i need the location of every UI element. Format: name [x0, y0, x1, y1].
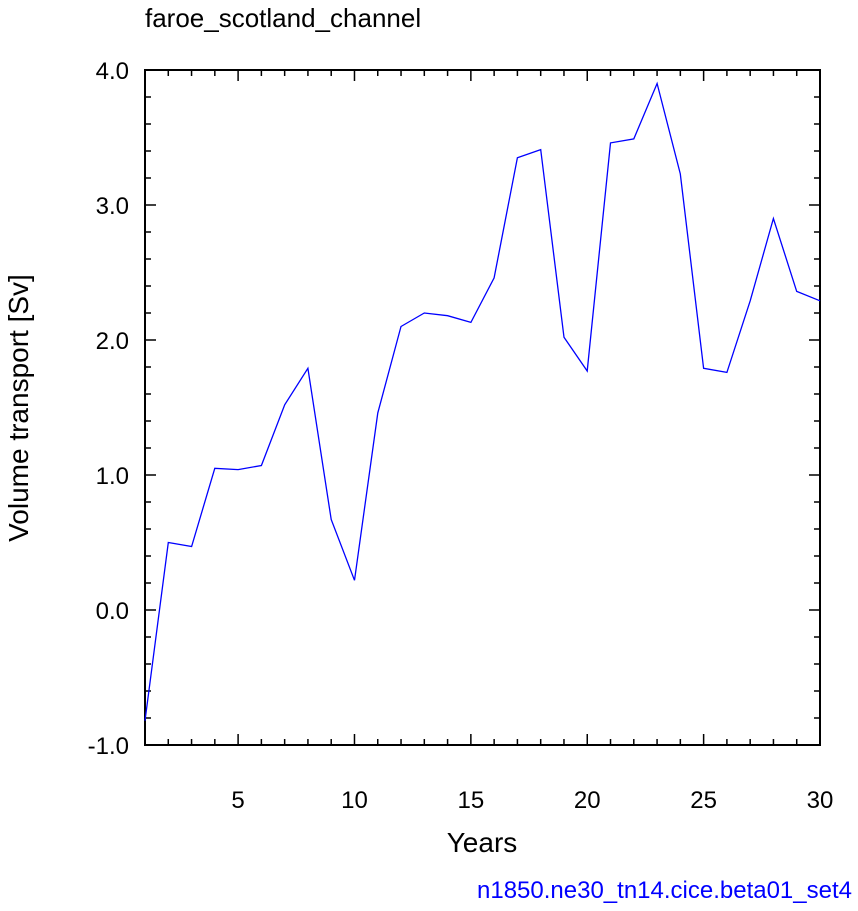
x-tick-label: 5 [231, 787, 244, 814]
y-axis-title: Volume transport [Sv] [3, 274, 34, 542]
x-tick-labels: 5 10 15 20 25 30 [231, 787, 833, 814]
x-tick-label: 30 [807, 787, 834, 814]
tick-marks [144, 69, 821, 746]
x-tick-label: 25 [690, 787, 717, 814]
y-tick-label: -1.0 [88, 733, 129, 760]
run-caption: n1850.ne30_tn14.cice.beta01_set4 [477, 877, 852, 904]
series-layer [144, 81, 821, 721]
x-tick-label: 10 [341, 787, 368, 814]
series-line [144, 81, 821, 721]
chart-title: faroe_scotland_channel [145, 3, 421, 33]
y-tick-label: 1.0 [96, 463, 129, 490]
x-tick-label: 20 [574, 787, 601, 814]
x-tick-label: 15 [458, 787, 485, 814]
y-tick-label: 0.0 [96, 598, 129, 625]
y-tick-label: 2.0 [96, 328, 129, 355]
y-tick-label: 3.0 [96, 193, 129, 220]
y-tick-labels: -1.0 0.0 1.0 2.0 3.0 4.0 [88, 58, 129, 760]
x-axis-title: Years [447, 827, 518, 858]
y-tick-label: 4.0 [96, 58, 129, 85]
plot-frame [144, 69, 821, 746]
